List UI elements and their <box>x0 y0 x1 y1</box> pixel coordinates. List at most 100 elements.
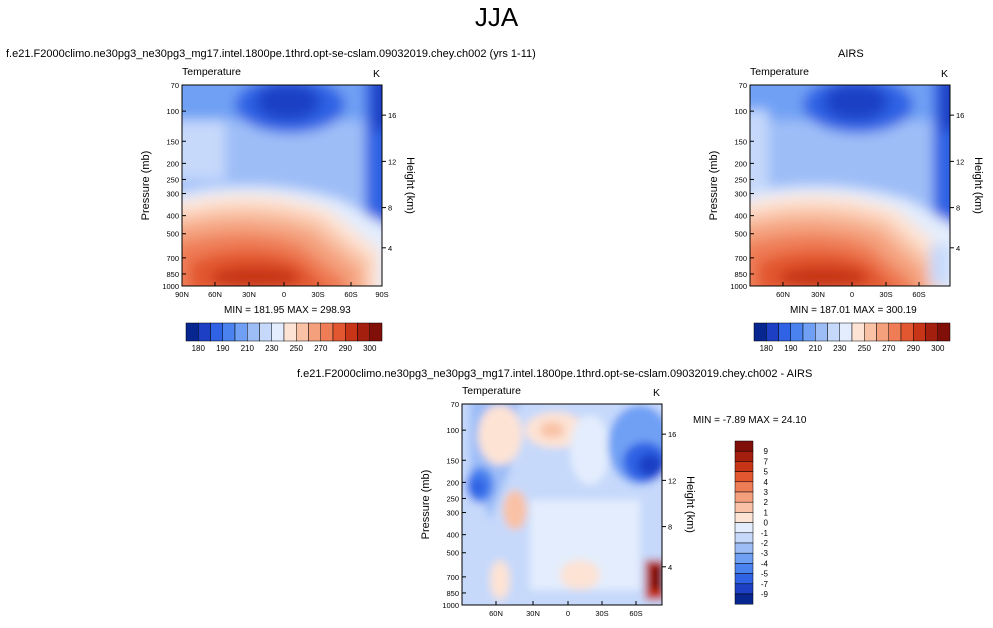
colorbar-cell <box>913 322 926 342</box>
panel2-stats: MIN = 187.01 MAX = 300.19 <box>790 305 917 316</box>
y-tick-label: 250 <box>446 494 459 503</box>
colorbar-cell <box>888 322 902 342</box>
y-tick-label: 300 <box>166 190 179 199</box>
y-tick-label: 100 <box>446 426 459 435</box>
panel2-field <box>750 85 950 286</box>
y-tick-label: 400 <box>446 531 459 540</box>
y-tick-label: 850 <box>446 589 459 598</box>
left-label: Temperature <box>182 66 241 78</box>
x-tick-label: 30N <box>811 290 825 299</box>
colorbar-label: -1 <box>761 529 769 538</box>
colorbar-cell <box>734 542 754 554</box>
colorbar-cell <box>925 322 938 342</box>
x-tick-label: 60N <box>489 609 503 618</box>
panel1-frame <box>181 84 383 287</box>
panel2-title: AIRS <box>838 48 864 60</box>
y2-tick-label: 8 <box>956 204 960 213</box>
panel1-field <box>182 85 382 286</box>
colorbar-label: -5 <box>761 570 769 579</box>
y-tick-label: 1000 <box>442 601 459 610</box>
panel1-stats: MIN = 181.95 MAX = 298.93 <box>224 305 351 316</box>
y-tick-label: 200 <box>734 159 747 168</box>
colorbar-label: 1 <box>764 508 769 517</box>
right-label: K <box>653 387 660 399</box>
colorbar-cell <box>283 322 297 342</box>
colorbar-label: 210 <box>241 344 255 353</box>
y-tick-label: 150 <box>446 456 459 465</box>
colorbar-cell <box>734 552 754 564</box>
y-tick-label: 850 <box>734 270 747 279</box>
colorbar-label: -9 <box>761 590 769 599</box>
x-tick-label: 60N <box>776 290 790 299</box>
y-tick-label: 850 <box>166 270 179 279</box>
colorbar-cell <box>790 322 804 342</box>
y2-axis-label: Height (km) <box>404 157 416 214</box>
y-tick-label: 500 <box>166 230 179 239</box>
colorbar-cell <box>734 491 754 503</box>
x-tick-label: 0 <box>566 609 570 618</box>
y2-tick-label: 8 <box>668 523 672 532</box>
colorbar-cell <box>734 501 754 513</box>
panel1-title: f.e21.F2000climo.ne30pg3_ne30pg3_mg17.in… <box>6 48 536 60</box>
colorbar-label: 5 <box>764 468 769 477</box>
colorbar-label: 230 <box>833 344 847 353</box>
y-tick-label: 1000 <box>162 282 179 291</box>
colorbar-cell <box>839 322 853 342</box>
colorbar-label: 300 <box>363 344 377 353</box>
y-tick-label: 200 <box>446 478 459 487</box>
colorbar-cell <box>734 471 754 483</box>
colorbar-cell <box>734 532 754 544</box>
colorbar-cell <box>234 322 248 342</box>
left-label: Temperature <box>750 66 809 78</box>
panel2-axes: 70 100 150 200 250 300 400 500 700 850 1000 16 12 8 4 6… <box>708 66 984 299</box>
colorbar-cell <box>247 322 260 342</box>
colorbar-label: 210 <box>809 344 823 353</box>
colorbar-label: -7 <box>761 580 769 589</box>
colorbar-cell <box>320 322 334 342</box>
colorbar-cell <box>851 322 865 342</box>
y-tick-label: 250 <box>166 175 179 184</box>
colorbar-cell <box>734 512 754 523</box>
colorbar-cell <box>369 322 383 342</box>
y2-tick-label: 16 <box>388 111 396 120</box>
colorbar-cell <box>271 322 285 342</box>
colorbar-cell <box>734 450 754 462</box>
panel1-colorbar: 180 190 210 230 250 270 290 300 <box>185 322 383 353</box>
y-tick-label: 70 <box>451 400 459 409</box>
panel2-frame <box>749 84 951 287</box>
panel1-axes: 70 100 150 200 250 300 400 500 700 850 1000 16 12 8 4 9… <box>140 66 416 299</box>
colorbar-cell <box>827 322 840 342</box>
x-tick-label: 30S <box>311 290 324 299</box>
colorbar-label: 180 <box>192 344 206 353</box>
colorbar-label: -3 <box>761 549 769 558</box>
y-axis-label: Pressure (mb) <box>708 151 720 221</box>
y2-tick-label: 16 <box>668 430 676 439</box>
y-tick-label: 200 <box>166 159 179 168</box>
y-tick-label: 700 <box>734 254 747 263</box>
colorbar-label: 250 <box>290 344 304 353</box>
y-axis-label: Pressure (mb) <box>140 151 152 221</box>
colorbar-label: 4 <box>764 478 769 487</box>
y-tick-label: 250 <box>734 175 747 184</box>
x-tick-label: 90N <box>175 290 189 299</box>
colorbar-cell <box>876 322 889 342</box>
x-tick-label: 60S <box>344 290 357 299</box>
colorbar-label: 7 <box>764 457 769 466</box>
colorbar-label: 290 <box>339 344 353 353</box>
y-tick-label: 150 <box>734 137 747 146</box>
y-tick-label: 100 <box>166 107 179 116</box>
x-tick-label: 60S <box>629 609 642 618</box>
x-tick-label: 30S <box>595 609 608 618</box>
colorbar-label: 180 <box>760 344 774 353</box>
panel3-title: f.e21.F2000climo.ne30pg3_ne30pg3_mg17.in… <box>297 368 813 380</box>
colorbar-label: 230 <box>265 344 279 353</box>
y2-tick-label: 4 <box>668 563 672 572</box>
y2-tick-label: 12 <box>668 476 676 485</box>
colorbar-label: 190 <box>216 344 230 353</box>
y2-tick-label: 12 <box>956 157 964 166</box>
colorbar-cell <box>753 322 767 342</box>
colorbar-label: 270 <box>314 344 328 353</box>
colorbar-cell <box>766 322 779 342</box>
